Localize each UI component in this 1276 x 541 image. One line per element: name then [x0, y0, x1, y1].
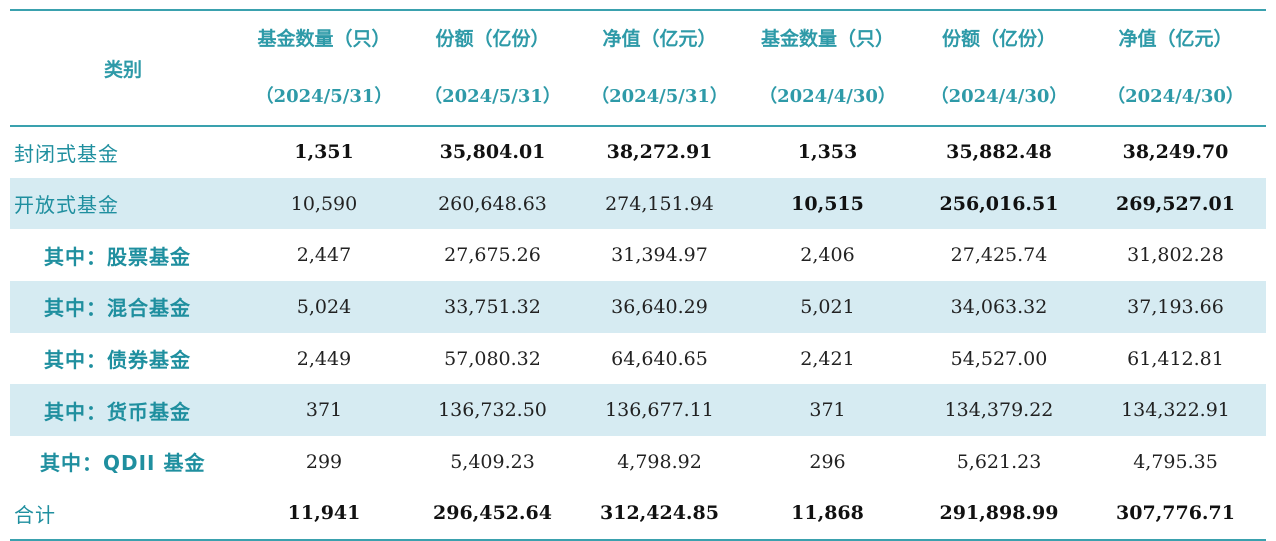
table-cell: 1,353 — [797, 141, 858, 164]
row-label: 其中：股票基金 — [44, 244, 191, 269]
table-cell: 27,675.26 — [444, 244, 541, 267]
table-cell: 136,677.11 — [577, 384, 742, 437]
table-header: 类别 基金数量（只） （2024/5/31） 份额（亿份） （2024/5/31… — [10, 10, 1266, 126]
table-cell: 37,193.66 — [1085, 281, 1266, 333]
table-cell: 27,425.74 — [950, 244, 1048, 267]
table-cell: 35,804.01 — [439, 141, 546, 164]
table-cell: 61,412.81 — [1127, 347, 1224, 370]
table-cell: 4,798.92 — [617, 450, 702, 473]
header-col-5-title: 份额（亿份） — [941, 28, 1056, 50]
table-cell: 54,527.00 — [950, 347, 1048, 370]
table-body: 封闭式基金 1,351 35,804.01 38,272.91 1,353 35… — [10, 126, 1266, 540]
table-cell: 38,272.91 — [606, 141, 713, 164]
table-cell: 136,732.50 — [408, 384, 577, 437]
table-cell: 5,621.23 — [956, 450, 1042, 473]
header-category-label: 类别 — [103, 58, 142, 81]
header-col-3-title: 净值（亿元） — [602, 28, 717, 50]
table-cell: 269,527.01 — [1085, 177, 1266, 230]
table-cell: 10,590 — [240, 177, 408, 230]
table-cell: 291,898.99 — [939, 502, 1059, 525]
row-label: 开放式基金 — [10, 177, 240, 230]
header-col-1-date: （2024/5/31） — [255, 86, 393, 107]
table-cell: 134,322.91 — [1085, 384, 1266, 437]
table-cell: 299 — [305, 450, 343, 473]
table-cell: 36,640.29 — [577, 281, 742, 333]
table-cell: 11,941 — [287, 502, 361, 525]
table-row-total: 合计 11,941 296,452.64 312,424.85 11,868 2… — [10, 488, 1266, 540]
table-cell: 38,249.70 — [1122, 141, 1229, 164]
row-label: 其中：混合基金 — [10, 281, 240, 333]
table-row-hybrid: 其中：混合基金 5,024 33,751.32 36,640.29 5,021 … — [10, 281, 1266, 333]
table-cell: 57,080.32 — [444, 347, 541, 370]
fund-statistics-table-wrapper: 类别 基金数量（只） （2024/5/31） 份额（亿份） （2024/5/31… — [10, 9, 1266, 541]
header-col-2-date: （2024/5/31） — [424, 86, 561, 107]
header-col-2: 份额（亿份） （2024/5/31） — [408, 10, 577, 126]
table-cell: 1,351 — [294, 141, 354, 164]
table-row-stock: 其中：股票基金 2,447 27,675.26 31,394.97 2,406 … — [10, 229, 1266, 281]
table-cell: 2,406 — [800, 244, 855, 267]
table-row-money-market: 其中：货币基金 371 136,732.50 136,677.11 371 13… — [10, 384, 1266, 437]
table-cell: 296,452.64 — [433, 502, 552, 525]
header-col-2-title: 份额（亿份） — [435, 28, 550, 50]
row-label: 其中：债券基金 — [44, 348, 191, 373]
table-cell: 5,021 — [742, 281, 913, 333]
header-col-4-date: （2024/4/30） — [759, 86, 896, 107]
header-col-3-date: （2024/5/31） — [591, 86, 728, 107]
table-cell: 312,424.85 — [600, 502, 719, 525]
table-cell: 5,024 — [240, 281, 408, 333]
header-col-6-date: （2024/4/30） — [1107, 86, 1244, 107]
table-cell: 10,515 — [742, 177, 913, 230]
table-cell: 307,776.71 — [1116, 502, 1235, 525]
header-col-4-title: 基金数量（只） — [760, 28, 894, 50]
table-cell: 64,640.65 — [611, 347, 708, 370]
table-cell: 31,394.97 — [611, 244, 708, 267]
table-cell: 5,409.23 — [450, 450, 535, 473]
header-col-5: 份额（亿份） （2024/4/30） — [913, 10, 1085, 126]
header-col-4: 基金数量（只） （2024/4/30） — [742, 10, 913, 126]
table-cell: 274,151.94 — [577, 177, 742, 230]
row-label: 其中：货币基金 — [10, 384, 240, 437]
table-cell: 2,449 — [296, 347, 352, 370]
table-cell: 256,016.51 — [913, 177, 1085, 230]
table-cell: 35,882.48 — [946, 141, 1052, 164]
table-cell: 2,447 — [296, 244, 352, 267]
table-cell: 4,795.35 — [1133, 450, 1218, 473]
header-category: 类别 — [10, 10, 240, 126]
header-col-6: 净值（亿元） （2024/4/30） — [1085, 10, 1266, 126]
header-col-1-title: 基金数量（只） — [257, 28, 391, 50]
table-row-open-end: 开放式基金 10,590 260,648.63 274,151.94 10,51… — [10, 177, 1266, 230]
table-cell: 31,802.28 — [1127, 244, 1224, 267]
header-col-3: 净值（亿元） （2024/5/31） — [577, 10, 742, 126]
table-cell: 260,648.63 — [408, 177, 577, 230]
table-cell: 2,421 — [800, 347, 855, 370]
table-cell: 371 — [240, 384, 408, 437]
table-row-closed-end: 封闭式基金 1,351 35,804.01 38,272.91 1,353 35… — [10, 126, 1266, 178]
header-col-6-title: 净值（亿元） — [1118, 28, 1233, 50]
header-col-1: 基金数量（只） （2024/5/31） — [240, 10, 408, 126]
table-row-bond: 其中：债券基金 2,449 57,080.32 64,640.65 2,421 … — [10, 333, 1266, 385]
row-label: 合计 — [14, 502, 56, 527]
table-cell: 34,063.32 — [913, 281, 1085, 333]
table-cell: 134,379.22 — [913, 384, 1085, 437]
table-cell: 296 — [809, 450, 846, 473]
table-cell: 11,868 — [791, 502, 864, 525]
header-row: 类别 基金数量（只） （2024/5/31） 份额（亿份） （2024/5/31… — [10, 10, 1266, 126]
table-row-qdii: 其中：QDII 基金 299 5,409.23 4,798.92 296 5,6… — [10, 436, 1266, 488]
table-cell: 371 — [742, 384, 913, 437]
header-col-5-date: （2024/4/30） — [930, 86, 1068, 107]
row-label: 封闭式基金 — [14, 141, 119, 166]
row-label: 其中：QDII 基金 — [40, 451, 206, 476]
table-cell: 33,751.32 — [408, 281, 577, 333]
fund-statistics-table: 类别 基金数量（只） （2024/5/31） 份额（亿份） （2024/5/31… — [10, 9, 1266, 541]
